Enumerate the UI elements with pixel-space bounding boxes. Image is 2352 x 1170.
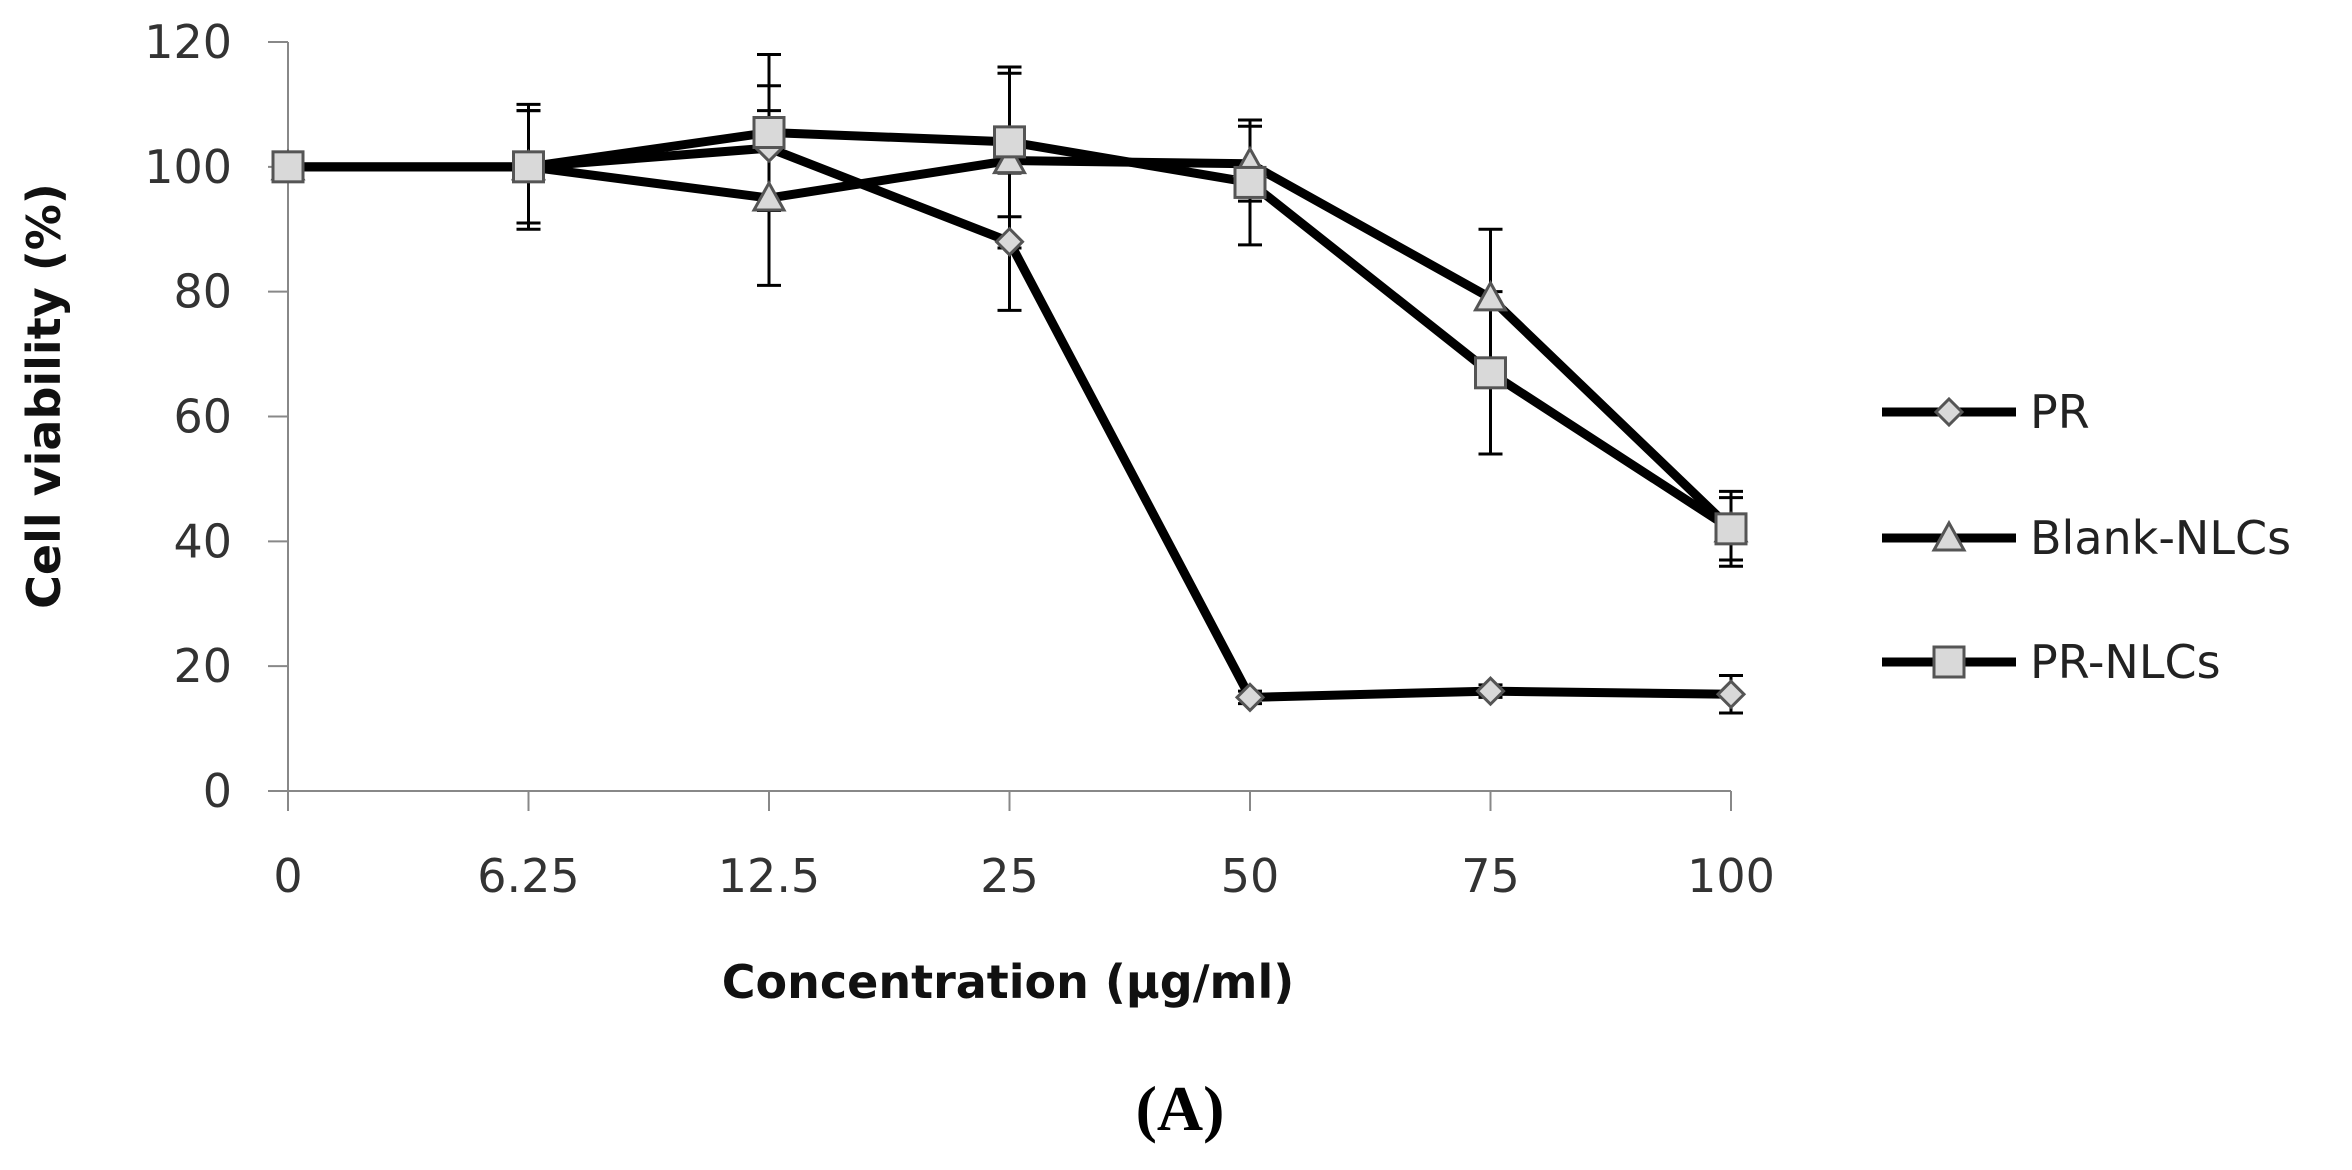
legend-item-blank-nlcs: Blank-NLCs [1882,511,2291,565]
series-markers [270,116,1749,713]
point-pr-nlcs [512,150,545,184]
point-pr-nlcs [1474,356,1507,390]
y-tick-label: 40 [173,514,232,568]
x-tick-label: 50 [1221,849,1280,903]
y-axis-title: Cell viability (%) [17,183,71,609]
point-pr [1475,676,1506,707]
y-tick-label: 100 [144,140,232,194]
point-pr [1234,682,1266,713]
point-pr-nlcs [271,150,305,184]
y-tick-label: 120 [144,15,232,69]
x-tick-label: 75 [1461,849,1520,903]
legend-item-pr-nlcs: PR-NLCs [1882,635,2221,689]
y-tick-label: 60 [173,390,232,444]
point-blank-nlcs [751,179,787,212]
x-tick-label: 12.5 [718,849,820,903]
legend-marker-pr-nlcs [1932,645,1966,679]
legend-marker-blank-nlcs [1931,519,1967,552]
legend: PR Blank-NLCs PR-NLCs [1882,385,2291,689]
axes: 0 20 40 60 80 100 120 0 6.25 12.5 25 50 75 100 [144,15,1775,903]
x-tick-label: 25 [980,849,1039,903]
point-blank-nlcs [991,142,1028,175]
point-pr-nlcs [1714,512,1748,546]
legend-marker-pr [1933,396,1965,428]
legend-label-pr-nlcs: PR-NLCs [2030,635,2221,689]
x-tick-label: 6.25 [477,849,579,903]
point-pr-nlcs [1233,165,1267,199]
legend-label-blank-nlcs: Blank-NLCs [2030,511,2291,565]
y-tick-label: 0 [203,764,232,818]
point-pr-nlcs [752,116,786,150]
y-tick-label: 80 [173,265,232,319]
legend-item-pr: PR [1882,385,2090,439]
point-blank-nlcs [1472,279,1509,312]
y-tick-label: 20 [173,639,232,693]
x-axis-title: Concentration (µg/ml) [722,955,1294,1009]
point-pr [1715,679,1747,710]
x-tick-label: 100 [1687,849,1775,903]
legend-label-pr: PR [2030,385,2090,439]
point-pr-nlcs [993,125,1026,159]
panel-label: (A) [1136,1073,1225,1144]
point-pr [994,226,1025,257]
x-tick-label: 0 [273,849,302,903]
